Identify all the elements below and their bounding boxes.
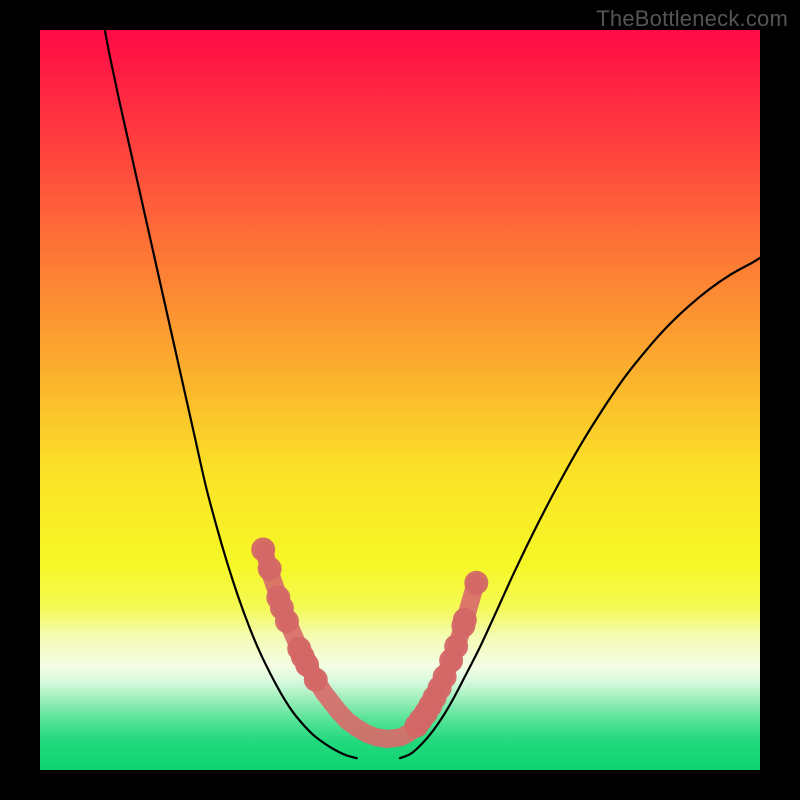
- chart-container: TheBottleneck.com { "watermark": "TheBot…: [0, 0, 800, 800]
- scatter-point: [444, 634, 468, 658]
- plot-background: [40, 30, 760, 770]
- watermark-text: TheBottleneck.com: [596, 6, 788, 32]
- scatter-point: [464, 571, 488, 595]
- scatter-point: [304, 668, 328, 692]
- chart-svg: [0, 0, 800, 800]
- scatter-point: [453, 608, 477, 632]
- scatter-point: [275, 609, 299, 633]
- scatter-point: [258, 557, 282, 581]
